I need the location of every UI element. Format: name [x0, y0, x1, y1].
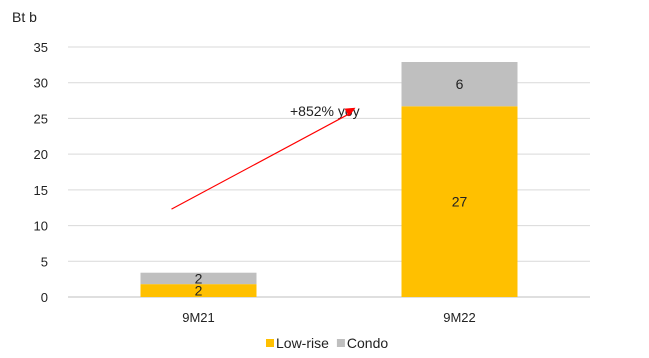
legend-label: Low-rise [276, 335, 329, 351]
data-label: 2 [195, 270, 203, 286]
x-tick-label: 9M21 [182, 310, 215, 325]
data-label: 6 [456, 76, 464, 92]
y-tick-label: 15 [34, 183, 48, 198]
y-tick-label: 10 [34, 219, 48, 234]
legend-label: Condo [347, 335, 388, 351]
data-label: 27 [452, 194, 468, 210]
data-label: 2 [195, 283, 203, 299]
y-tick-label: 25 [34, 111, 48, 126]
y-tick-label: 0 [41, 290, 48, 305]
y-tick-label: 20 [34, 147, 48, 162]
growth-annotation-label: +852% yoy [290, 103, 360, 119]
gridlines [68, 46, 590, 298]
y-tick-label: 5 [41, 254, 48, 269]
y-tick-label: 35 [34, 40, 48, 55]
growth-arrow-head [344, 107, 356, 117]
legend: Low-rise Condo [266, 335, 388, 351]
growth-arrow-line [171, 113, 350, 210]
y-axis-unit-label: Bt b [12, 9, 37, 25]
y-tick-label: 30 [34, 76, 48, 91]
bar-segment-0 [401, 106, 518, 298]
bars [140, 62, 518, 298]
bar-segment-1 [401, 62, 518, 107]
bar-segment-1 [140, 272, 257, 285]
y-axis-ticks: 0 5 10 15 20 25 30 35 [34, 40, 48, 305]
data-labels: 22 27 6 [195, 76, 468, 298]
legend-swatch [336, 339, 345, 347]
bar-segment-0 [140, 284, 257, 297]
x-tick-label: 9M22 [443, 310, 476, 325]
x-axis-ticks: 9M21 9M22 [182, 310, 476, 325]
growth-annotation: +852% yoy [171, 103, 360, 210]
legend-swatch [266, 339, 274, 347]
